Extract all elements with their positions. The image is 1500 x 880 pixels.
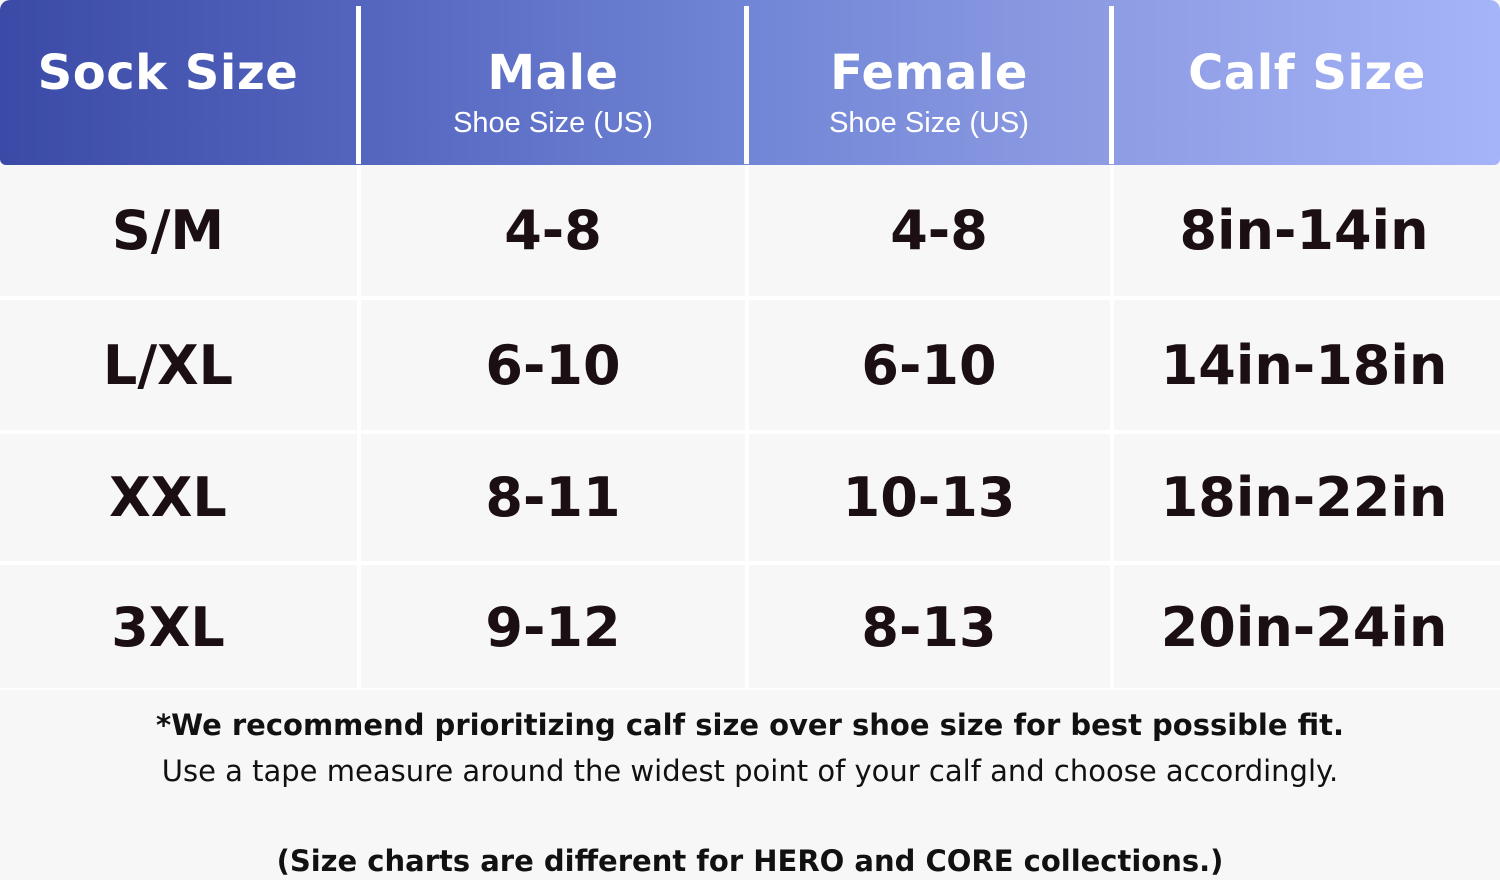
row-divider (0, 430, 1500, 434)
measuring-instruction: Use a tape measure around the widest poi… (161, 754, 1339, 788)
header-divider (356, 6, 361, 164)
header-divider (744, 6, 749, 164)
header-sock-size: Sock Size (0, 0, 336, 165)
cell-female-shoe-size: 6-10 (861, 333, 997, 397)
cell-male-shoe-size: 9-12 (485, 596, 621, 659)
cell-calf-size: 14in-18in (1160, 333, 1448, 397)
header-female: Female Shoe Size (US) (749, 0, 1109, 165)
cell-calf-size: 8in-14in (1179, 199, 1429, 262)
table-row: 3XL 9-12 8-13 20in-24in (0, 565, 1500, 690)
size-chart-header: Sock Size Male Shoe Size (US) Female Sho… (0, 0, 1500, 165)
cell-sock-size: XXL (109, 466, 227, 529)
header-divider (1109, 6, 1114, 164)
column-divider (357, 165, 361, 690)
header-calf-size: Calf Size (1114, 0, 1500, 165)
cell-calf-size: 20in-24in (1160, 596, 1448, 659)
header-male-subtitle: Shoe Size (US) (453, 107, 653, 139)
table-row: L/XL 6-10 6-10 14in-18in (0, 300, 1500, 430)
header-calf-size-title: Calf Size (1188, 45, 1426, 101)
header-male-title: Male (487, 45, 619, 101)
cell-sock-size: S/M (111, 199, 225, 262)
cell-sock-size: L/XL (102, 333, 234, 397)
cell-female-shoe-size: 8-13 (861, 596, 997, 659)
cell-male-shoe-size: 8-11 (485, 466, 621, 529)
cell-male-shoe-size: 4-8 (504, 199, 602, 262)
cell-male-shoe-size: 6-10 (485, 333, 621, 397)
cell-sock-size: 3XL (111, 596, 225, 659)
fit-recommendation-note: *We recommend prioritizing calf size ove… (155, 708, 1345, 742)
table-row: S/M 4-8 4-8 8in-14in (0, 165, 1500, 296)
header-male: Male Shoe Size (US) (361, 0, 745, 165)
column-divider (1110, 165, 1114, 690)
header-female-subtitle: Shoe Size (US) (829, 107, 1029, 139)
size-chart-footer: *We recommend prioritizing calf size ove… (0, 690, 1500, 880)
cell-female-shoe-size: 10-13 (842, 466, 1016, 529)
row-divider (0, 296, 1500, 300)
column-divider (745, 165, 749, 690)
header-female-title: Female (830, 45, 1028, 101)
header-sock-size-title: Sock Size (37, 45, 299, 101)
cell-calf-size: 18in-22in (1160, 466, 1448, 529)
table-row: XXL 8-11 10-13 18in-22in (0, 434, 1500, 561)
row-divider (0, 561, 1500, 565)
collection-disclaimer: (Size charts are different for HERO and … (276, 844, 1224, 878)
cell-female-shoe-size: 4-8 (890, 199, 988, 262)
